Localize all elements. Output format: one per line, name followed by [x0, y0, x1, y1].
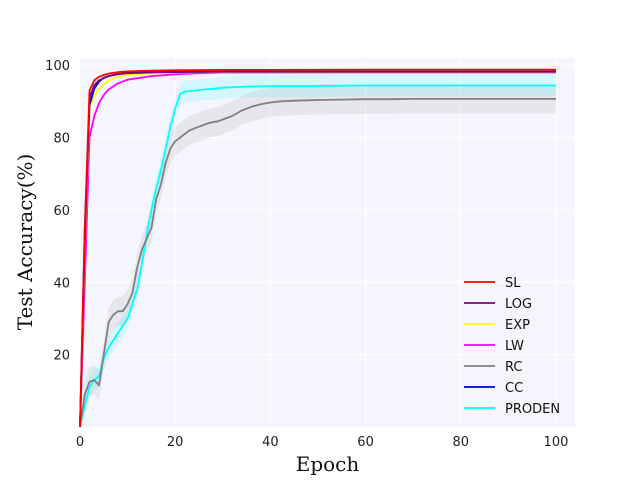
x-tick-label: 80	[452, 435, 469, 450]
series-line-sl	[79, 68, 556, 428]
legend-label-cc: CC	[505, 381, 523, 396]
series-line-proden	[79, 84, 556, 428]
x-tick-label: 60	[357, 435, 374, 450]
legend-label-rc: RC	[505, 360, 522, 375]
y-tick-label: 80	[53, 132, 70, 147]
x-tick-label: 20	[167, 435, 184, 450]
y-tick-label: 20	[53, 349, 70, 364]
legend-label-lw: LW	[505, 339, 524, 354]
y-tick-label: 40	[53, 276, 70, 291]
legend-label-sl: SL	[505, 276, 521, 291]
series-lines	[79, 68, 556, 428]
legend-label-exp: EXP	[505, 318, 530, 333]
x-tick-label: 0	[76, 435, 84, 450]
series-line-log	[79, 70, 556, 428]
y-axis-title: Test Accuracy(%)	[13, 154, 37, 331]
y-tick-label: 60	[53, 204, 70, 219]
y-tick-label: 100	[45, 59, 70, 74]
x-axis-title: Epoch	[296, 452, 360, 476]
x-tick-label: 40	[262, 435, 279, 450]
legend: SL LOG EXP LW RC CC PRODEN	[464, 276, 560, 417]
legend-label-proden: PRODEN	[505, 402, 560, 417]
series-line-rc	[79, 98, 556, 428]
legend-label-log: LOG	[505, 297, 532, 312]
tick-labels: 0 20 40 60 80 100 20 40 60 80 100	[45, 59, 568, 450]
x-tick-label: 100	[544, 435, 569, 450]
